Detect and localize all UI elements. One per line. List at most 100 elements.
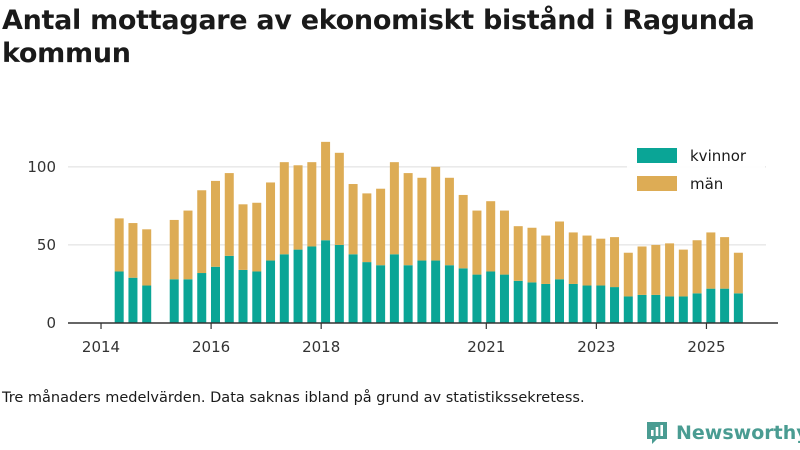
bar-kvinnor-11 [279, 254, 289, 323]
bar-mxn-29 [527, 227, 537, 283]
bar-mxn-17 [362, 193, 372, 263]
bar-mxn-8 [238, 204, 248, 270]
bar-mxn-38 [651, 244, 661, 295]
bar-mxn-13 [307, 162, 317, 247]
bar-mxn-0 [114, 218, 124, 272]
bar-kvinnor-33 [582, 285, 592, 323]
bar-kvinnor-40 [678, 296, 688, 323]
legend-swatch [637, 176, 677, 191]
bar-kvinnor-1 [128, 277, 138, 323]
bar-kvinnor-42 [706, 288, 716, 323]
x-tick-label: 2014 [82, 338, 120, 356]
bar-kvinnor-37 [637, 294, 647, 323]
bar-mxn-26 [486, 201, 496, 272]
bar-kvinnor-35 [610, 287, 620, 323]
bar-kvinnor-21 [417, 260, 427, 323]
bar-mxn-21 [417, 177, 427, 261]
y-tick-label: 100 [27, 158, 56, 176]
bar-mxn-31 [555, 221, 564, 280]
bar-mxn-40 [678, 249, 688, 297]
bar-mxn-22 [431, 166, 441, 261]
bar-mxn-35 [610, 237, 620, 288]
bar-kvinnor-6 [211, 266, 220, 323]
bar-mxn-2 [142, 229, 152, 286]
bar-mxn-6 [211, 180, 220, 267]
bar-kvinnor-20 [403, 265, 413, 323]
bar-kvinnor-28 [513, 280, 523, 323]
bar-kvinnor-41 [692, 293, 702, 323]
bar-kvinnor-43 [720, 288, 730, 323]
bar-kvinnor-36 [623, 296, 633, 323]
x-ticks: 2014 2016 2018 2021 2023 2025 [82, 323, 726, 356]
bar-kvinnor-0 [114, 271, 124, 323]
newsworthy-icon [647, 422, 667, 444]
bar-kvinnor-19 [389, 254, 399, 323]
x-tick-label: 2025 [687, 338, 725, 356]
chart: 2014 2016 2018 2021 2023 2025 0 50 100 kvinnor m… [27, 141, 778, 356]
bar-mxn-15 [334, 152, 344, 245]
legend-swatch [637, 148, 677, 163]
x-tick-label: 2016 [192, 338, 230, 356]
bar-kvinnor-4 [183, 279, 193, 323]
bar-mxn-23 [444, 177, 454, 266]
x-tick-label: 2018 [302, 338, 340, 356]
bar-kvinnor-10 [266, 260, 276, 323]
bar-mxn-37 [637, 246, 647, 295]
bar-kvinnor-31 [555, 279, 564, 323]
bar-kvinnor-3 [169, 279, 179, 323]
chart-note: Tre månaders medelvärden. Data saknas ib… [2, 390, 585, 406]
bar-mxn-16 [348, 184, 358, 255]
bar-kvinnor-39 [665, 296, 675, 323]
bar-kvinnor-25 [472, 274, 482, 323]
bar-mxn-27 [499, 210, 509, 275]
bar-mxn-4 [183, 210, 193, 280]
y-ticks: 0 50 100 [27, 158, 56, 332]
bar-kvinnor-2 [142, 285, 152, 323]
bar-mxn-43 [720, 237, 730, 289]
bar-kvinnor-9 [252, 271, 262, 323]
bar-kvinnor-17 [362, 262, 372, 323]
bar-kvinnor-23 [444, 265, 454, 323]
bar-kvinnor-24 [458, 268, 468, 323]
bar-mxn-5 [197, 190, 207, 274]
bar-kvinnor-38 [651, 294, 661, 323]
bar-mxn-3 [169, 219, 179, 280]
bar-mxn-14 [321, 141, 331, 241]
bar-kvinnor-22 [431, 260, 441, 323]
newsworthy-wordmark: Newsworthy [676, 422, 800, 444]
bar-mxn-42 [706, 232, 716, 289]
bar-mxn-9 [252, 202, 262, 272]
x-tick-label: 2023 [577, 338, 615, 356]
y-tick-label: 0 [46, 314, 56, 332]
bar-kvinnor-30 [541, 283, 551, 323]
bar-mxn-10 [266, 182, 276, 261]
bar-kvinnor-15 [334, 244, 344, 323]
bar-mxn-41 [692, 240, 702, 294]
bar-kvinnor-44 [733, 293, 743, 323]
bar-mxn-34 [596, 238, 606, 286]
bar-kvinnor-26 [486, 271, 496, 323]
bar-kvinnor-16 [348, 254, 358, 323]
bar-mxn-7 [224, 173, 234, 256]
x-tick-label: 2021 [467, 338, 505, 356]
bar-kvinnor-12 [293, 249, 303, 323]
y-tick-label: 50 [37, 236, 56, 254]
bar-mxn-19 [389, 162, 399, 255]
chart-title: Antal mottagare av ekonomiskt bistånd i … [2, 5, 755, 69]
bar-mxn-33 [582, 235, 592, 286]
bar-kvinnor-18 [376, 265, 386, 323]
legend-label: kvinnor [690, 147, 747, 165]
bar-mxn-11 [279, 162, 289, 255]
legend-label: män [690, 175, 723, 193]
bar-kvinnor-8 [238, 269, 248, 323]
bar-kvinnor-27 [499, 274, 509, 323]
bar-mxn-18 [376, 188, 386, 266]
legend: kvinnor män [627, 141, 765, 197]
bar-mxn-1 [128, 223, 138, 278]
bars [114, 141, 743, 323]
bar-mxn-25 [472, 210, 482, 275]
bar-mxn-32 [568, 232, 578, 284]
bar-mxn-30 [541, 235, 551, 284]
bar-mxn-24 [458, 194, 468, 269]
bar-kvinnor-5 [197, 273, 207, 323]
